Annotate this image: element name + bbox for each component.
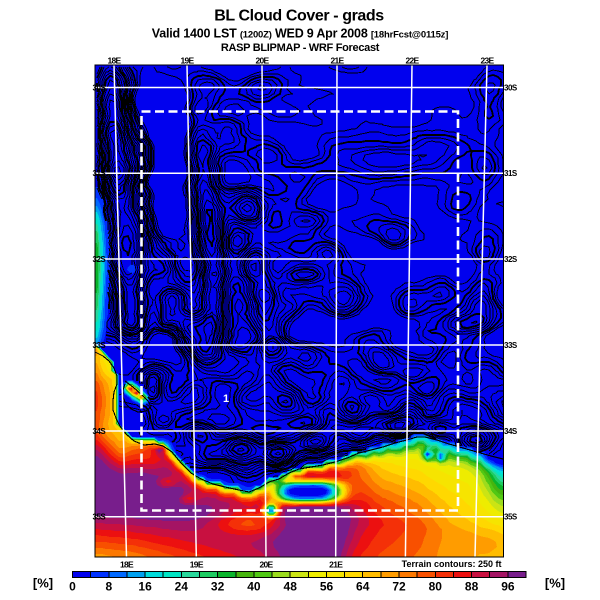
svg-text:18E: 18E	[107, 56, 121, 66]
svg-text:80: 80	[429, 580, 443, 594]
svg-text:BL Cloud Cover - grads: BL Cloud Cover - grads	[214, 8, 384, 25]
svg-text:32S: 32S	[504, 255, 518, 264]
svg-text:31S: 31S	[93, 169, 107, 178]
svg-text:30S: 30S	[504, 83, 518, 92]
svg-text:1: 1	[223, 393, 229, 405]
svg-text:64: 64	[356, 580, 370, 594]
svg-text:35S: 35S	[93, 513, 107, 522]
svg-text:96: 96	[501, 580, 515, 594]
svg-text:33S: 33S	[93, 341, 107, 350]
svg-text:[%]: [%]	[33, 576, 53, 591]
svg-text:[%]: [%]	[545, 576, 565, 591]
svg-text:34S: 34S	[504, 427, 518, 436]
svg-text:35S: 35S	[504, 513, 518, 522]
svg-text:19E: 19E	[190, 560, 204, 570]
svg-text:16: 16	[138, 580, 152, 594]
svg-text:72: 72	[392, 580, 406, 594]
svg-text:48: 48	[284, 580, 298, 594]
svg-text:88: 88	[465, 580, 479, 594]
svg-text:18E: 18E	[120, 560, 134, 570]
svg-text:56: 56	[320, 580, 334, 594]
svg-text:31S: 31S	[504, 169, 518, 178]
svg-text:8: 8	[105, 580, 112, 594]
svg-text:32: 32	[211, 580, 225, 594]
svg-text:21E: 21E	[330, 56, 344, 66]
svg-text:20E: 20E	[255, 56, 269, 66]
svg-text:22E: 22E	[405, 56, 419, 66]
svg-text:RASP BLIPMAP - WRF Forecast: RASP BLIPMAP - WRF Forecast	[221, 42, 380, 54]
svg-text:34S: 34S	[93, 427, 107, 436]
svg-text:21E: 21E	[329, 560, 343, 570]
svg-text:33S: 33S	[504, 341, 518, 350]
svg-text:32S: 32S	[93, 255, 107, 264]
svg-text:0: 0	[69, 580, 76, 594]
svg-text:24: 24	[175, 580, 189, 594]
svg-text:Terrain contours: 250 ft: Terrain contours: 250 ft	[402, 559, 502, 569]
svg-text:30S: 30S	[93, 83, 107, 92]
svg-text:20E: 20E	[259, 560, 273, 570]
svg-text:40: 40	[247, 580, 261, 594]
svg-text:Valid 1400 LST (1200Z) WED 9 A: Valid 1400 LST (1200Z) WED 9 Apr 2008 [1…	[152, 27, 448, 41]
svg-text:19E: 19E	[180, 56, 194, 66]
svg-text:23E: 23E	[480, 56, 494, 66]
